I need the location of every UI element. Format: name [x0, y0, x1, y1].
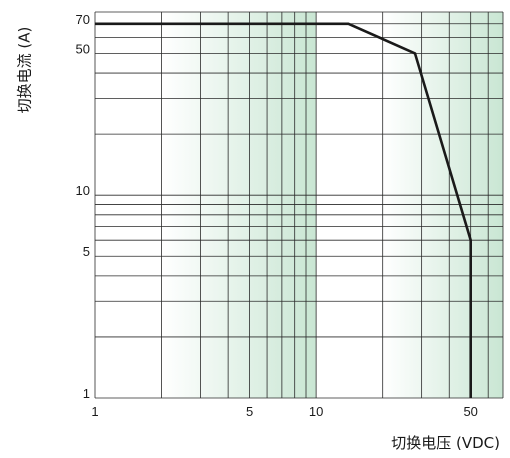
x-axis-label: 切换电压 (VDC): [391, 434, 500, 452]
shaded-band-2: [382, 12, 503, 398]
y-tick-label: 50: [76, 41, 90, 56]
x-tick-label: 5: [246, 404, 253, 419]
x-tick-label: 50: [463, 404, 477, 419]
y-tick-labels: 1 5 10 50 70: [76, 12, 90, 401]
y-tick-label: 5: [83, 244, 90, 259]
x-tick-labels: 1 5 10 50: [91, 404, 478, 419]
y-axis-label: 切换电流 (A): [16, 27, 34, 114]
y-tick-label: 70: [76, 12, 90, 27]
x-tick-label: 10: [309, 404, 323, 419]
series-layer: [95, 22, 473, 398]
shaded-band-1: [161, 12, 317, 398]
y-tick-label: 1: [83, 386, 90, 401]
series-line-1: [95, 22, 473, 398]
y-tick-label: 10: [76, 183, 90, 198]
shaded-bands: [161, 12, 503, 398]
x-tick-label: 1: [91, 404, 98, 419]
